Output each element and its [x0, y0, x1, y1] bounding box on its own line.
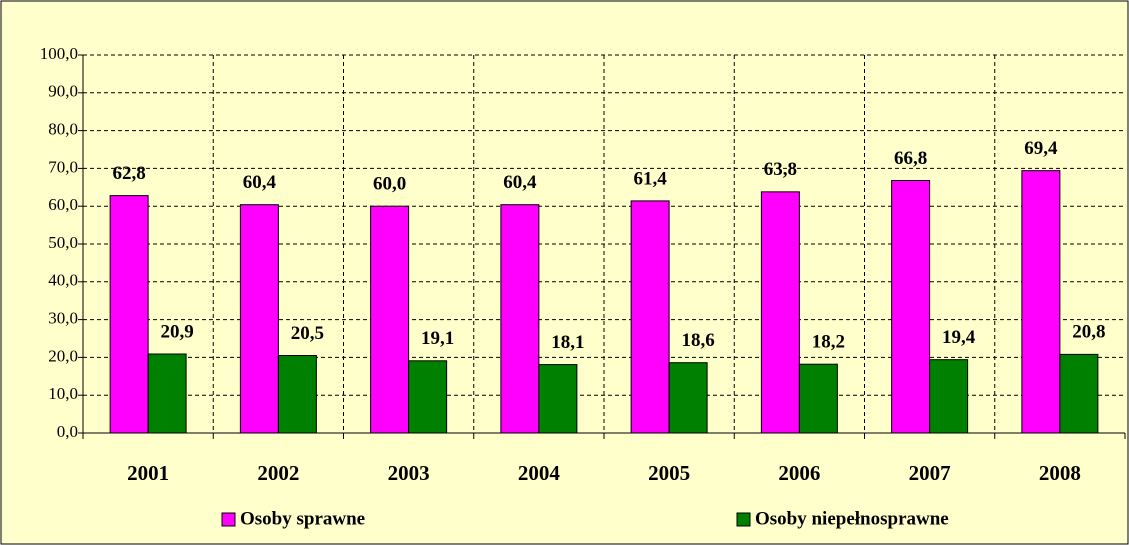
bar	[760, 191, 800, 434]
y-tick-label: 40,0	[48, 271, 78, 290]
y-tick-label: 50,0	[48, 233, 78, 252]
value-label: 60,0	[373, 174, 406, 195]
x-tick-label: 2004	[518, 461, 561, 485]
bar	[109, 195, 149, 434]
value-label: 19,4	[942, 327, 976, 348]
value-label: 60,4	[243, 172, 277, 193]
x-tick-label: 2002	[257, 461, 299, 485]
x-tick-label: 2005	[648, 461, 690, 485]
y-tick-label: 80,0	[48, 120, 78, 139]
legend-swatch	[221, 512, 236, 527]
value-label: 66,8	[894, 148, 927, 169]
bar	[239, 204, 279, 434]
y-tick-label: 100,0	[40, 44, 78, 63]
value-label: 63,8	[764, 159, 797, 180]
value-label: 18,2	[812, 332, 845, 353]
value-label: 62,8	[113, 163, 146, 184]
bar	[147, 353, 187, 434]
y-tick-label: 90,0	[48, 82, 78, 101]
y-tick-label: 60,0	[48, 195, 78, 214]
value-label: 20,8	[1072, 322, 1105, 343]
value-label: 19,1	[421, 328, 454, 349]
bar	[538, 364, 578, 434]
value-label: 69,4	[1024, 138, 1058, 159]
value-label: 20,9	[161, 321, 194, 342]
legend-swatch	[736, 512, 751, 527]
y-tick-label: 10,0	[48, 384, 78, 403]
x-tick-label: 2003	[388, 461, 430, 485]
x-tick-label: 2008	[1039, 461, 1081, 485]
bar	[929, 359, 969, 434]
bar	[370, 205, 410, 434]
bar	[630, 200, 670, 434]
bar	[1059, 353, 1099, 434]
value-label: 18,1	[551, 332, 584, 353]
value-label: 60,4	[503, 172, 537, 193]
legend-label: Osoby sprawne	[240, 508, 365, 529]
bar	[798, 363, 838, 434]
value-label: 20,5	[291, 323, 324, 344]
value-label: 61,4	[634, 168, 668, 189]
bar	[500, 204, 540, 434]
value-label: 18,6	[682, 330, 715, 351]
y-tick-label: 70,0	[48, 157, 78, 176]
bar	[1021, 170, 1061, 434]
bar	[408, 360, 448, 434]
y-tick-label: 30,0	[48, 309, 78, 328]
bar	[891, 179, 931, 434]
x-tick-label: 2006	[778, 461, 820, 485]
legend-label: Osoby niepełnosprawne	[755, 508, 949, 529]
y-tick-label: 0,0	[57, 422, 78, 441]
bar	[668, 362, 708, 434]
y-tick-label: 20,0	[48, 346, 78, 365]
bar	[277, 355, 317, 434]
x-tick-label: 2001	[127, 461, 169, 485]
x-tick-label: 2007	[909, 461, 951, 485]
